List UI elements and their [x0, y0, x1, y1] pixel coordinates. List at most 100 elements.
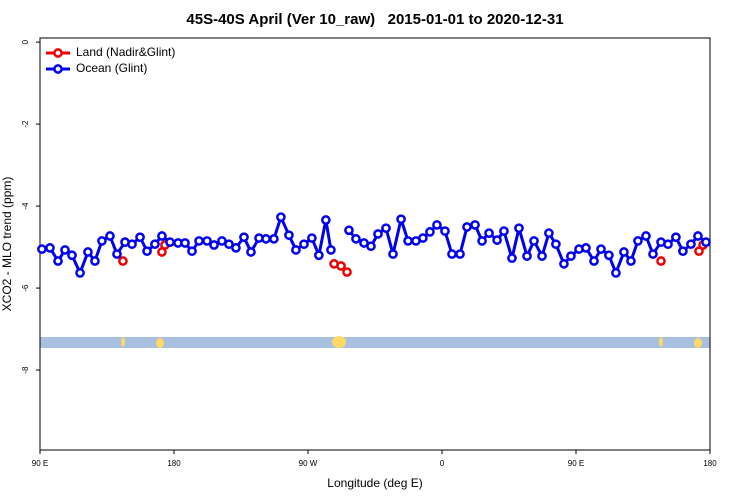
point [581, 243, 591, 253]
point [678, 246, 688, 257]
x-axis-label: Longitude (deg E) [327, 476, 422, 490]
point [60, 245, 70, 255]
point [425, 227, 435, 237]
point [403, 236, 413, 246]
point [648, 249, 658, 259]
point [656, 256, 666, 266]
y-tick-label: -2 [21, 120, 30, 128]
point [492, 235, 502, 245]
x-tick-label: 180 [703, 459, 717, 468]
point [611, 268, 621, 278]
point [559, 259, 569, 269]
point [693, 231, 703, 241]
point [514, 223, 524, 234]
point [671, 232, 681, 243]
point [187, 246, 197, 257]
x-tick-label: 180 [167, 459, 181, 468]
land-spot [694, 338, 702, 348]
point [470, 220, 480, 230]
point [75, 268, 85, 278]
point [566, 251, 576, 261]
point [127, 239, 137, 250]
point [67, 250, 77, 261]
point [142, 246, 152, 257]
point [194, 236, 204, 246]
point [663, 239, 673, 250]
point [307, 233, 317, 243]
point [90, 256, 100, 266]
y-tick-label: -4 [21, 202, 30, 210]
point [118, 256, 128, 266]
point [239, 232, 249, 243]
point [686, 239, 696, 250]
point [388, 249, 398, 259]
point [462, 222, 472, 232]
x-tick-label: 90 E [32, 459, 48, 468]
land-spot [659, 337, 663, 347]
point [381, 223, 391, 234]
point [604, 250, 614, 261]
point [165, 237, 175, 248]
point [231, 243, 241, 253]
point [701, 237, 711, 248]
point [112, 249, 122, 259]
point [589, 256, 599, 266]
point [209, 240, 219, 250]
y-tick-label: -8 [21, 366, 30, 374]
point [299, 239, 309, 250]
point [135, 232, 145, 243]
point [418, 233, 428, 243]
point [633, 236, 643, 246]
point [261, 234, 271, 244]
chart-title: 45S-40S April (Ver 10_raw) 2015-01-01 to… [186, 11, 563, 28]
surface-band [40, 337, 710, 348]
point [344, 225, 354, 236]
point [180, 238, 190, 248]
point [157, 231, 167, 241]
point [284, 230, 294, 241]
land-spot [156, 338, 164, 348]
point [522, 251, 532, 261]
y-axis-label: XCO2 - MLO trend (ppm) [0, 177, 14, 312]
x-tick-label: 0 [440, 459, 445, 468]
point [499, 226, 509, 236]
land-spot [332, 336, 346, 348]
point [477, 236, 487, 246]
point [596, 244, 606, 254]
x-tick-label: 90 W [299, 459, 318, 468]
point [366, 241, 376, 252]
point [641, 231, 651, 241]
point [291, 245, 301, 255]
point [455, 249, 465, 259]
x-tick-label: 90 E [568, 459, 584, 468]
point [326, 245, 336, 255]
point [105, 231, 115, 241]
point [440, 226, 450, 236]
point [619, 247, 629, 257]
point [314, 250, 324, 261]
point [336, 261, 346, 271]
point [45, 243, 55, 253]
point [246, 247, 256, 257]
point [544, 228, 554, 238]
point [269, 234, 279, 244]
point [150, 239, 160, 250]
point [37, 244, 47, 254]
point [551, 239, 561, 250]
y-tick-label: 0 [21, 39, 30, 44]
point [484, 228, 494, 238]
surface-strip [40, 336, 710, 348]
point [224, 239, 234, 250]
legend-marker [53, 48, 63, 58]
point [342, 267, 352, 277]
point [537, 251, 547, 261]
legend-label: Ocean (Glint) [76, 61, 147, 75]
point [626, 256, 636, 266]
point [373, 229, 383, 239]
point [202, 236, 212, 246]
point [396, 214, 406, 225]
point [351, 234, 361, 244]
point [53, 256, 63, 266]
legend-label: Land (Nadir&Glint) [76, 45, 175, 59]
